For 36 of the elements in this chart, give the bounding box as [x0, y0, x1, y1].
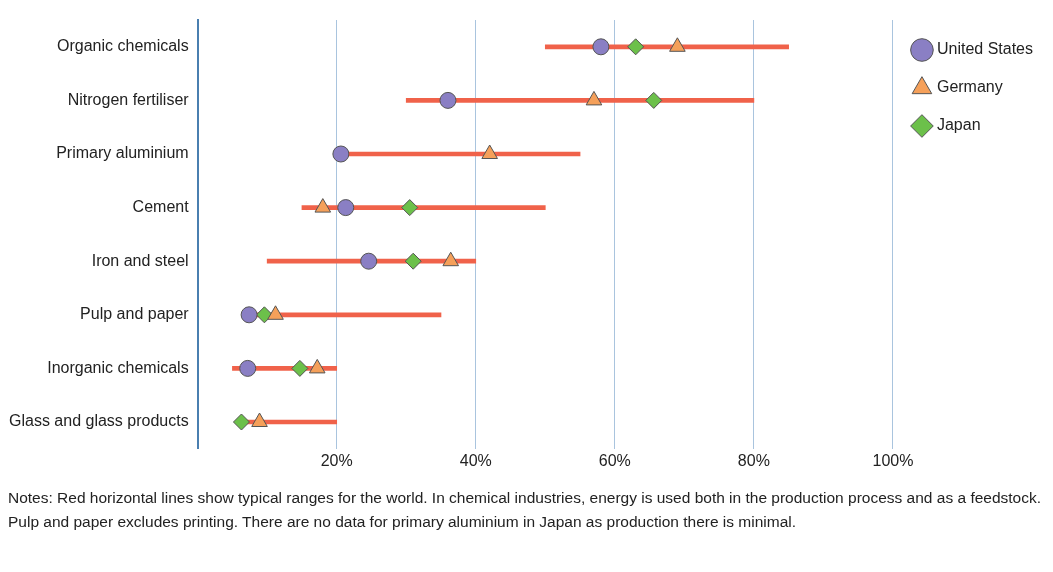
y-tick-label: Organic chemicals [57, 37, 189, 55]
point [360, 252, 378, 270]
y-tick-label: Inorganic chemicals [47, 358, 189, 376]
x-tick-label: 20% [320, 451, 353, 469]
y-tick-label: Glass and glass products [8, 412, 189, 430]
x-tick-label: 80% [737, 451, 770, 469]
point [291, 359, 309, 377]
point [232, 413, 250, 431]
text: Notes: Red horizontal lines show typical ranges for the world. In chemical industries, energy is used both in the production process and as a feedstock. Pulp and paper excludes printing. There are no data for primary aluminium in Japan as production there is minimal. [8, 488, 1043, 532]
point [314, 198, 332, 213]
x-tick-label: 100% [872, 451, 914, 469]
point [337, 199, 355, 217]
point [267, 305, 284, 320]
y-tick-label: Cement [132, 198, 190, 216]
legend-label: Germany [936, 78, 1003, 96]
legend-label: United States [936, 40, 1034, 58]
y-tick-label: Primary aluminium [56, 144, 189, 162]
point [404, 252, 422, 270]
x-tick-label: 60% [598, 451, 631, 469]
y-tick-label: Iron and steel [91, 251, 189, 269]
y-tick-label: Nitrogen fertiliser [67, 90, 190, 108]
point [240, 306, 258, 324]
point [255, 306, 273, 324]
point [308, 358, 326, 374]
point [401, 199, 419, 217]
point [332, 145, 350, 163]
point [239, 359, 257, 377]
x-tick-label: 40% [459, 451, 492, 469]
legend-label: Japan [936, 116, 981, 134]
point [645, 91, 663, 109]
point [627, 38, 645, 56]
point [592, 38, 610, 56]
y-tick-label: Pulp and paper [80, 305, 190, 323]
point [442, 251, 460, 267]
point [251, 412, 268, 427]
point [439, 91, 457, 109]
